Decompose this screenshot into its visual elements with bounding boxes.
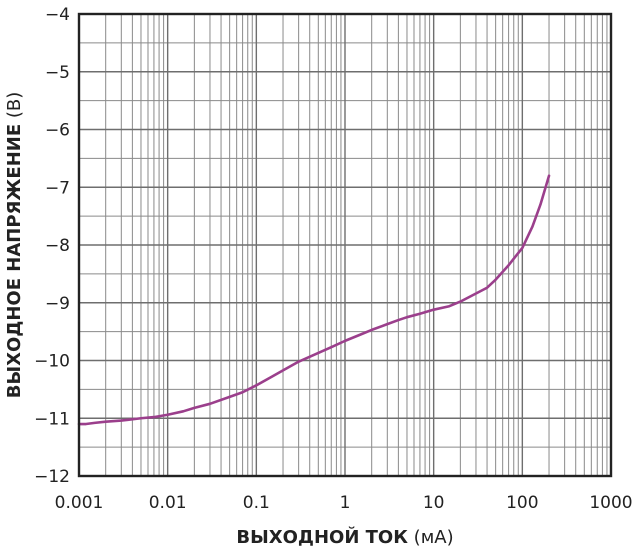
x-axis-title: ВЫХОДНОЙ ТОК (мА) — [236, 526, 453, 548]
x-axis-title-unit: (мА) — [408, 527, 454, 548]
x-tick-label: 100 — [506, 493, 538, 513]
x-tick-label: 1000 — [589, 493, 632, 513]
y-tick-labels: −4 −5 −6 −7 −8 −9 −10 −11 −12 — [34, 5, 70, 487]
y-tick-label: −12 — [34, 467, 70, 487]
x-tick-label: 10 — [423, 493, 445, 513]
y-axis-title-unit: (В) — [4, 92, 25, 124]
y-tick-label: −7 — [45, 178, 70, 198]
x-axis-title-main: ВЫХОДНОЙ ТОК — [236, 526, 408, 548]
x-tick-label: 0.001 — [55, 493, 104, 513]
x-tick-label: 1 — [340, 493, 351, 513]
y-axis-title: ВЫХОДНОЕ НАПРЯЖЕНИЕ (В) — [4, 92, 25, 399]
y-tick-label: −6 — [45, 121, 70, 141]
y-tick-label: −10 — [34, 352, 70, 372]
x-tick-labels: 0.001 0.01 0.1 1 10 100 1000 — [55, 493, 633, 513]
y-axis-title-main: ВЫХОДНОЕ НАПРЯЖЕНИЕ — [4, 124, 25, 398]
series-line — [77, 174, 551, 426]
y-tick-label: −8 — [45, 236, 70, 256]
y-tick-label: −9 — [45, 294, 70, 314]
plot-frame — [77, 12, 613, 478]
y-tick-label: −4 — [45, 5, 70, 25]
x-tick-label: 0.01 — [149, 493, 187, 513]
x-tick-label: 0.1 — [243, 493, 270, 513]
y-tick-label: −5 — [45, 63, 70, 83]
series-group — [77, 174, 551, 426]
y-tick-label: −11 — [34, 409, 70, 429]
